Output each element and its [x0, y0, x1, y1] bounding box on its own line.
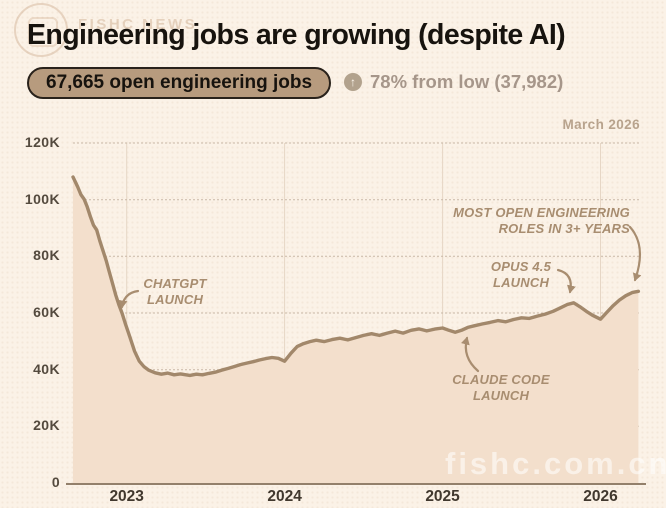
- site-watermark: fishc.com.cn: [445, 446, 666, 481]
- annotation-text-line: MOST OPEN ENGINEERING: [453, 205, 630, 220]
- brand-logo-text: FISHC NEWS: [78, 16, 198, 33]
- up-arrow-circle-icon: ↑: [344, 73, 362, 91]
- annotation-text-line: OPUS 4.5: [490, 259, 552, 274]
- growth-stat-text: 78% from low (37,982): [370, 71, 564, 92]
- claude-arrow: [460, 336, 480, 373]
- annotation-claude-code-launch: CLAUDE CODE LAUNCH: [440, 372, 562, 403]
- annotation-text-line: ROLES IN 3+ YEARS: [498, 220, 630, 236]
- open-jobs-badge: 67,665 open engineering jobs: [27, 67, 332, 99]
- page-title: Engineering jobs are growing (despite AI…: [27, 19, 566, 51]
- opus-arrow: [556, 268, 576, 294]
- growth-stat: ↑ 78% from low (37,982): [344, 71, 563, 93]
- annotation-text-line: LAUNCH: [492, 274, 550, 290]
- annotation-opus-launch: OPUS 4.5 LAUNCH: [461, 259, 581, 290]
- most-open-arrow: [628, 225, 642, 282]
- chatgpt-arrow: [118, 289, 140, 309]
- area-fill: [73, 177, 639, 483]
- annotation-text-line: LAUNCH: [472, 387, 530, 403]
- annotation-text-line: LAUNCH: [146, 291, 204, 307]
- annotation-most-open-roles: MOST OPEN ENGINEERING ROLES IN 3+ YEARS: [408, 205, 630, 236]
- annotation-text-line: CHATGPT: [143, 276, 207, 291]
- jobs-line: [71, 175, 641, 378]
- annotation-text-line: CLAUDE CODE: [452, 372, 550, 387]
- up-arrow-glyph: ↑: [350, 75, 356, 89]
- brand-logo-icon: [14, 3, 68, 57]
- period-label: March 2026: [562, 117, 640, 132]
- annotation-chatgpt-launch: CHATGPT LAUNCH: [113, 276, 237, 307]
